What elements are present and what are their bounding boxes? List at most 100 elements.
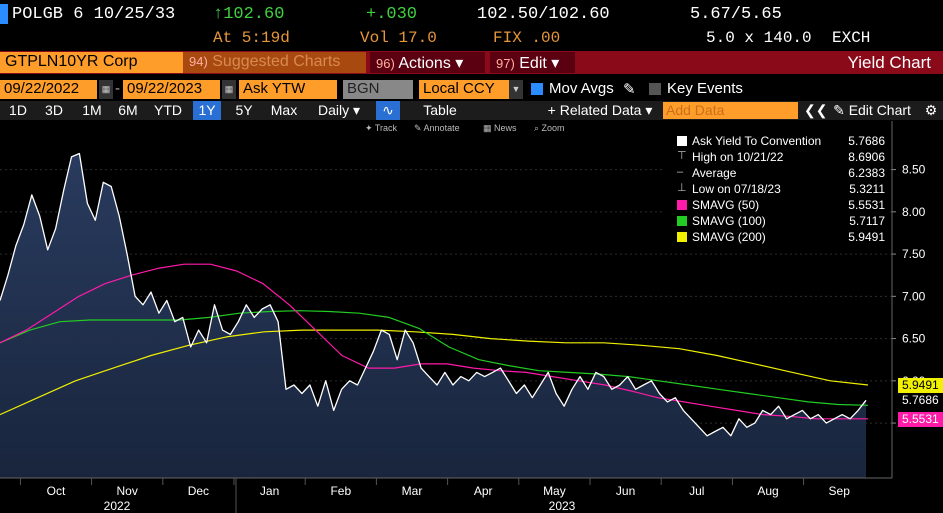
period-5y[interactable]: 5Y [235, 102, 253, 118]
suggested-charts-label: Suggested Charts [212, 53, 341, 70]
series-line-smavg-100[interactable] [0, 310, 869, 406]
annotate-tool[interactable]: ✎ Annotate [414, 123, 460, 133]
edit-label: Edit ▾ [519, 55, 560, 72]
annotate-label: Annotate [423, 123, 460, 133]
legend-value: 5.3211 [849, 182, 885, 196]
add-data-input[interactable]: Add Data [663, 102, 798, 119]
currency-selector[interactable]: Local CCY [419, 80, 509, 99]
start-date-calendar-icon[interactable]: ▦ [99, 80, 113, 99]
legend-swatch [677, 200, 687, 210]
line-chart-icon[interactable]: ∿ [376, 101, 400, 120]
x-tick-label: Dec [188, 484, 209, 498]
zoom-label: Zoom [541, 123, 565, 133]
end-date-calendar-icon[interactable]: ▦ [222, 80, 236, 99]
y-tick-label: 8.00 [902, 205, 926, 219]
series-line-smavg-50[interactable] [0, 263, 868, 420]
chart-settings-bar: 09/22/2022 ▦ - 09/22/2023 ▦ Ask YTW BGN … [0, 80, 943, 100]
quote-volume: Vol 17.0 [360, 29, 437, 47]
period-max[interactable]: Max [270, 102, 298, 118]
x-tick-label: Feb [330, 484, 351, 498]
quote-fix: FIX .00 [493, 29, 561, 47]
security-field[interactable]: GTPLN10YR Corp [0, 52, 183, 73]
legend-entry[interactable]: SMAVG (200) 5.9491 [664, 229, 890, 245]
quote-size: 5.0 x 140.0 [706, 29, 812, 47]
legend-swatch: ⊥ [677, 182, 687, 194]
collapse-icon[interactable]: ❮❮ [804, 102, 828, 118]
last-value-badge: 5.7686 [898, 393, 943, 409]
period-ytd[interactable]: YTD [154, 102, 182, 118]
end-date-field[interactable]: 09/22/2023 [123, 80, 220, 99]
related-data-button[interactable]: + Related Data ▾ [547, 102, 653, 118]
quote-change: +.030 [366, 5, 418, 24]
year-label: 2022 [104, 499, 131, 513]
legend-swatch [677, 216, 687, 226]
period-6m[interactable]: 6M [118, 102, 138, 118]
legend-value: 8.6906 [848, 150, 885, 164]
legend-entry[interactable]: SMAVG (100) 5.7117 [664, 213, 890, 229]
period-1y[interactable]: 1Y [193, 101, 221, 120]
gear-icon[interactable]: ⚙ [924, 102, 938, 118]
x-tick-label: Apr [474, 484, 493, 498]
legend-entry[interactable]: ⊤ High on 10/21/22 8.6906 [664, 149, 890, 165]
mov-avgs-checkbox[interactable] [531, 83, 543, 95]
quote-exchange: EXCH [832, 29, 871, 47]
x-tick-label: Aug [757, 484, 778, 498]
period-1d[interactable]: 1D [9, 102, 27, 118]
mov-avgs-label: Mov Avgs [549, 80, 614, 97]
legend-name: SMAVG (200) [692, 230, 766, 244]
legend-value: 5.9491 [848, 230, 885, 244]
edit-number: 97) [496, 56, 515, 71]
source-field[interactable]: BGN [343, 80, 413, 99]
last-value-badge: 5.5531 [898, 411, 943, 427]
quote-price: ↑102.60 [213, 5, 285, 24]
x-tick-label: May [543, 484, 566, 498]
series-line-ask-yield-to-convention[interactable] [0, 152, 867, 437]
function-title: Yield Chart [847, 53, 931, 72]
pencil-icon[interactable]: ✎ [623, 81, 636, 98]
period-3d[interactable]: 3D [45, 102, 63, 118]
legend-value: 5.7117 [849, 214, 885, 228]
yield-area-fill [0, 153, 866, 478]
legend-name: High on 10/21/22 [692, 150, 784, 164]
frequency-dropdown[interactable]: Daily ▾ [317, 102, 361, 118]
legend-name: SMAVG (50) [692, 198, 760, 212]
legend-name: Ask Yield To Convention [692, 134, 822, 148]
legend-entry[interactable]: ‒ Average 6.2383 [664, 165, 890, 181]
edit-chart-button[interactable]: ✎ Edit Chart [833, 102, 911, 118]
y-tick-label: 8.50 [902, 163, 926, 177]
key-events-checkbox[interactable] [649, 83, 661, 95]
y-tick-label: 6.50 [902, 332, 926, 346]
last-value-badge: 5.9491 [898, 378, 943, 394]
security-flag [0, 4, 8, 24]
quote-ticker[interactable]: POLGB 6 10/25/33 [12, 5, 176, 24]
legend-entry[interactable]: ⊥ Low on 07/18/23 5.3211 [664, 181, 890, 197]
series-line-smavg-200[interactable] [0, 329, 869, 416]
actions-menu[interactable]: 96) Actions ▾ [370, 52, 485, 73]
x-tick-label: Mar [402, 484, 423, 498]
zoom-tool[interactable]: ⌕ Zoom [534, 123, 565, 133]
function-toolbar: GTPLN10YR Corp 94) Suggested Charts 96) … [0, 51, 943, 74]
start-date-field[interactable]: 09/22/2022 [0, 80, 97, 99]
table-button[interactable]: Table [423, 102, 457, 118]
y-tick-label: 7.50 [902, 247, 926, 261]
chart-legend[interactable]: Ask Yield To Convention 5.7686 ⊤ High on 10… [664, 131, 890, 247]
track-tool[interactable]: ✦ Track [365, 123, 398, 133]
legend-entry[interactable]: SMAVG (50) 5.5531 [664, 197, 890, 213]
quote-bid-ask: 102.50/102.60 [477, 5, 610, 24]
legend-name: Low on 07/18/23 [692, 182, 781, 196]
legend-value: 6.2383 [848, 166, 885, 180]
legend-entry[interactable]: Ask Yield To Convention 5.7686 [664, 133, 890, 149]
news-tool[interactable]: ▦ News [483, 123, 517, 133]
field-selector[interactable]: Ask YTW [239, 80, 337, 99]
edit-chart-label: Edit Chart [848, 102, 911, 118]
suggested-charts-button[interactable]: 94) Suggested Charts [183, 52, 366, 73]
period-1m[interactable]: 1M [82, 102, 102, 118]
x-tick-label: Jun [616, 484, 635, 498]
x-tick-label: Oct [47, 484, 66, 498]
x-tick-label: Jul [689, 484, 704, 498]
legend-value: 5.5531 [848, 198, 885, 212]
currency-dropdown-icon[interactable]: ▼ [509, 80, 523, 99]
legend-value: 5.7686 [848, 134, 885, 148]
quote-yields: 5.67/5.65 [690, 5, 782, 24]
edit-menu[interactable]: 97) Edit ▾ [490, 52, 575, 73]
